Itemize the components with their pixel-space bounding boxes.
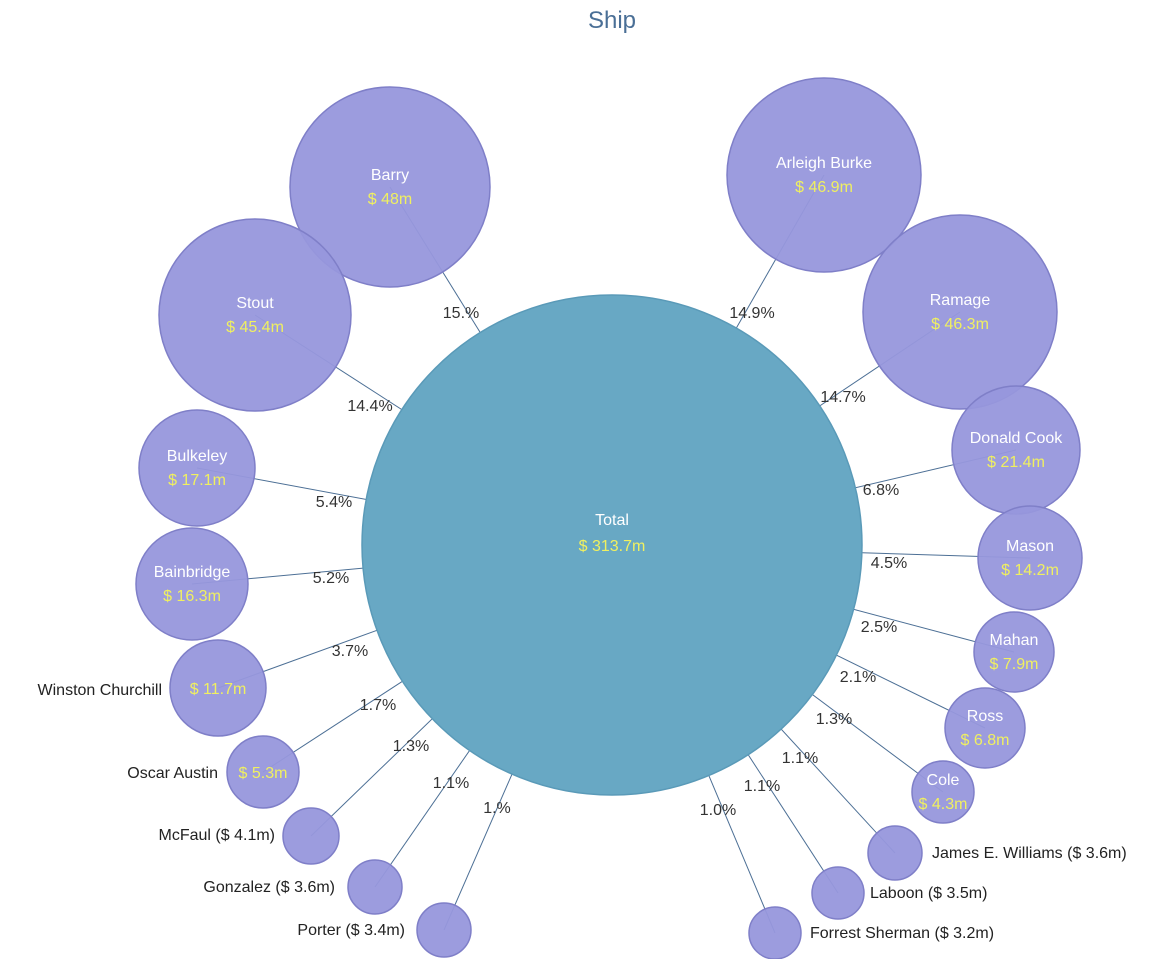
bubble-label-mcfaul: McFaul ($ 4.1m)	[159, 827, 275, 844]
bubble-name-bainbridge: Bainbridge	[154, 564, 231, 581]
bubble-value-oscar-austin: $ 5.3m	[239, 765, 288, 782]
percent-label-mcfaul: 1.3%	[393, 738, 429, 755]
bubble-label-porter: Porter ($ 3.4m)	[297, 922, 405, 939]
percent-label-mahan: 2.5%	[861, 619, 897, 636]
bubble-value-bainbridge: $ 16.3m	[163, 588, 221, 605]
bubble-value-arleigh-burke: $ 46.9m	[795, 179, 853, 196]
bubble-barry[interactable]	[289, 86, 491, 288]
bubble-value-donald-cook: $ 21.4m	[987, 454, 1045, 471]
percent-label-winston-churchill: 3.7%	[332, 643, 368, 660]
bubble-value-cole: $ 4.3m	[919, 796, 968, 813]
bubble-name-ramage: Ramage	[930, 292, 991, 309]
bubble-mason[interactable]	[977, 505, 1083, 611]
bubble-mcfaul[interactable]	[282, 807, 340, 865]
percent-label-forrest-sherman: 1.0%	[700, 802, 736, 819]
bubble-value-mason: $ 14.2m	[1001, 562, 1059, 579]
labels: 15.% Barry $ 48m 14.4% Stout $ 45.4m 5.4% Bulke…	[38, 155, 1127, 942]
bubble-name-barry: Barry	[371, 167, 409, 184]
bubble-label-laboon: Laboon ($ 3.5m)	[870, 885, 987, 902]
bubble-laboon[interactable]	[811, 866, 865, 920]
percent-label-ramage: 14.7%	[820, 389, 865, 406]
bubble-name-ross: Ross	[967, 708, 1003, 725]
bubble-label-gonzalez: Gonzalez ($ 3.6m)	[203, 879, 335, 896]
bubble-winston-churchill[interactable]	[169, 639, 267, 737]
bubble-value-barry: $ 48m	[368, 191, 412, 208]
bubble-name-winston-churchill: Winston Churchill	[38, 682, 162, 699]
bubble-arleigh-burke[interactable]	[726, 77, 922, 273]
percent-label-oscar-austin: 1.7%	[360, 697, 396, 714]
bubble-value-stout: $ 45.4m	[226, 319, 284, 336]
percent-label-porter: 1.%	[483, 800, 511, 817]
bubble-stout[interactable]	[158, 218, 352, 412]
percent-label-bainbridge: 5.2%	[313, 570, 349, 587]
percent-label-arleigh-burke: 14.9%	[729, 305, 774, 322]
bubble-value-ross: $ 6.8m	[961, 732, 1010, 749]
bubble-name-bulkeley: Bulkeley	[167, 448, 227, 465]
total-label: Total	[595, 512, 629, 529]
bubble-label-james-e-williams: James E. Williams ($ 3.6m)	[932, 845, 1127, 862]
bubble-gonzalez[interactable]	[347, 859, 403, 915]
total-value: $ 313.7m	[579, 538, 646, 555]
percent-label-stout: 14.4%	[347, 398, 392, 415]
percent-label-ross: 2.1%	[840, 669, 876, 686]
bubble-name-donald-cook: Donald Cook	[970, 430, 1064, 447]
bubble-bainbridge[interactable]	[135, 527, 249, 641]
bubble-value-bulkeley: $ 17.1m	[168, 472, 226, 489]
bubble-donald-cook[interactable]	[951, 385, 1081, 515]
percent-label-laboon: 1.1%	[744, 778, 780, 795]
bubble-name-stout: Stout	[236, 295, 274, 312]
bubble-label-forrest-sherman: Forrest Sherman ($ 3.2m)	[810, 925, 994, 942]
chart-title: Ship	[588, 7, 636, 34]
bubble-james-e-williams[interactable]	[867, 825, 923, 881]
percent-label-gonzalez: 1.1%	[433, 775, 469, 792]
bubble-name-mason: Mason	[1006, 538, 1054, 555]
bubble-name-oscar-austin: Oscar Austin	[127, 765, 218, 782]
bubble-bulkeley[interactable]	[138, 409, 256, 527]
bubble-cole[interactable]	[911, 760, 975, 824]
center-total-bubble[interactable]	[361, 294, 863, 796]
bubble-mahan[interactable]	[973, 611, 1055, 693]
bubble-porter[interactable]	[416, 902, 472, 958]
percent-label-barry: 15.%	[443, 305, 479, 322]
percent-label-james-e-williams: 1.1%	[782, 750, 818, 767]
bubble-name-cole: Cole	[927, 772, 960, 789]
bubbles	[135, 77, 1083, 959]
bubble-name-mahan: Mahan	[990, 632, 1039, 649]
bubble-value-ramage: $ 46.3m	[931, 316, 989, 333]
percent-label-cole: 1.3%	[816, 711, 852, 728]
percent-label-bulkeley: 5.4%	[316, 494, 352, 511]
percent-label-mason: 4.5%	[871, 555, 907, 572]
bubble-name-arleigh-burke: Arleigh Burke	[776, 155, 872, 172]
bubble-value-mahan: $ 7.9m	[990, 656, 1039, 673]
percent-label-donald-cook: 6.8%	[863, 482, 899, 499]
bubble-forrest-sherman[interactable]	[748, 906, 802, 959]
bubble-ramage[interactable]	[862, 214, 1058, 410]
bubble-ross[interactable]	[944, 687, 1026, 769]
bubble-value-winston-churchill: $ 11.7m	[190, 681, 247, 698]
bubble-oscar-austin[interactable]	[226, 735, 300, 809]
